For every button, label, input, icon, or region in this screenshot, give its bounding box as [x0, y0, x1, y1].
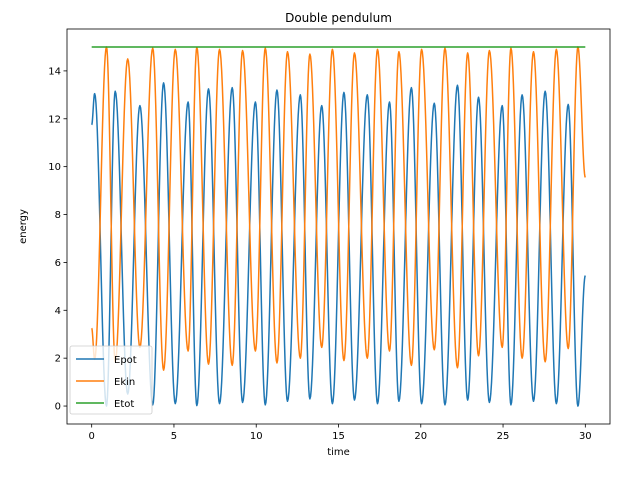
- y-tick-label: 14: [48, 66, 61, 77]
- y-tick-label: 12: [48, 114, 61, 125]
- x-axis: 0 5 10 15 20 25 30: [88, 424, 592, 442]
- legend-label-etot: Etot: [114, 399, 134, 410]
- series-line-epot: [91, 82, 587, 407]
- x-tick-label: 0: [88, 431, 94, 442]
- x-tick-label: 15: [332, 431, 345, 442]
- chart-title: Double pendulum: [285, 11, 392, 25]
- y-tick-label: 10: [48, 162, 61, 173]
- legend-label-epot: Epot: [114, 355, 137, 366]
- legend: Epot Ekin Etot: [69, 345, 153, 415]
- legend-box: [69, 345, 153, 415]
- legend-label-ekin: Ekin: [114, 377, 135, 388]
- y-tick-label: 8: [55, 210, 61, 221]
- y-tick-label: 6: [55, 258, 61, 269]
- y-axis-label: energy: [18, 209, 29, 244]
- y-tick-label: 2: [55, 354, 61, 365]
- y-tick-label: 0: [55, 402, 61, 413]
- x-tick-label: 25: [497, 431, 510, 442]
- x-tick-label: 5: [171, 431, 177, 442]
- x-tick-label: 30: [579, 431, 592, 442]
- y-tick-label: 4: [55, 306, 61, 317]
- x-tick-label: 10: [250, 431, 263, 442]
- x-axis-label: time: [327, 447, 350, 458]
- y-axis: 0 2 4 6 8 10 12 14: [48, 66, 67, 413]
- x-tick-label: 20: [414, 431, 427, 442]
- series-line-ekin: [91, 46, 587, 371]
- plot-area: [91, 46, 587, 407]
